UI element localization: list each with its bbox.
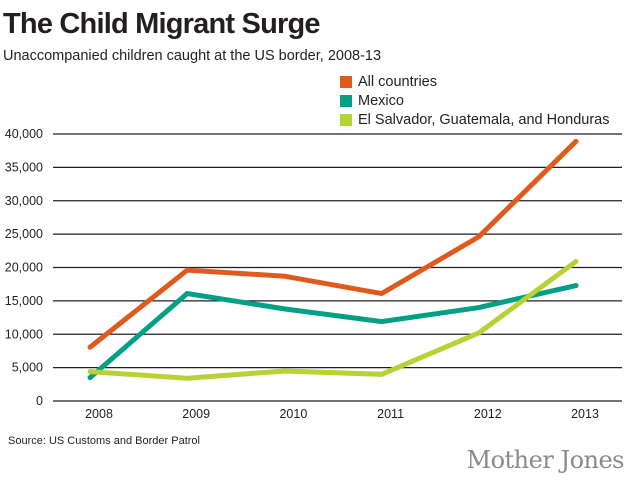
y-tick-label: 20,000 — [5, 261, 43, 275]
legend-label: Mexico — [358, 92, 404, 109]
legend-item-all: All countries — [340, 72, 609, 91]
legend-item-mexico: Mexico — [340, 91, 609, 110]
y-tick-label: 5,000 — [12, 361, 43, 375]
series-line-1 — [87, 283, 579, 381]
legend-swatch — [340, 113, 352, 126]
legend-label: All countries — [358, 73, 437, 90]
series-line-0 — [87, 138, 579, 350]
x-tick-label: 2012 — [474, 407, 502, 421]
y-tick-label: 15,000 — [5, 294, 43, 308]
y-tick-label: 30,000 — [5, 194, 43, 208]
legend-swatch — [340, 94, 352, 107]
legend: All countries Mexico El Salvador, Guatem… — [340, 72, 609, 129]
series-line-2 — [87, 258, 579, 381]
source-note: Source: US Customs and Border Patrol — [8, 435, 200, 447]
y-tick-label: 35,000 — [5, 160, 43, 174]
x-tick-label: 2010 — [279, 407, 307, 421]
chart-subtitle: Unaccompanied children caught at the US … — [3, 48, 382, 64]
x-tick-label: 2008 — [85, 407, 113, 421]
legend-swatch — [340, 75, 352, 88]
y-tick-label: 25,000 — [5, 227, 43, 241]
mother-jones-logo: Mother Jones — [466, 446, 625, 474]
y-tick-label: 10,000 — [5, 327, 43, 341]
y-tick-label: 0 — [36, 394, 43, 408]
y-tick-label: 40,000 — [5, 127, 43, 141]
x-tick-label: 2013 — [571, 407, 599, 421]
x-tick-label: 2011 — [377, 407, 404, 421]
legend-item-central-america: El Salvador, Guatemala, and Honduras — [340, 110, 609, 129]
chart-title: The Child Migrant Surge — [3, 8, 321, 40]
legend-label: El Salvador, Guatemala, and Honduras — [358, 111, 610, 128]
x-tick-label: 2009 — [182, 407, 210, 421]
